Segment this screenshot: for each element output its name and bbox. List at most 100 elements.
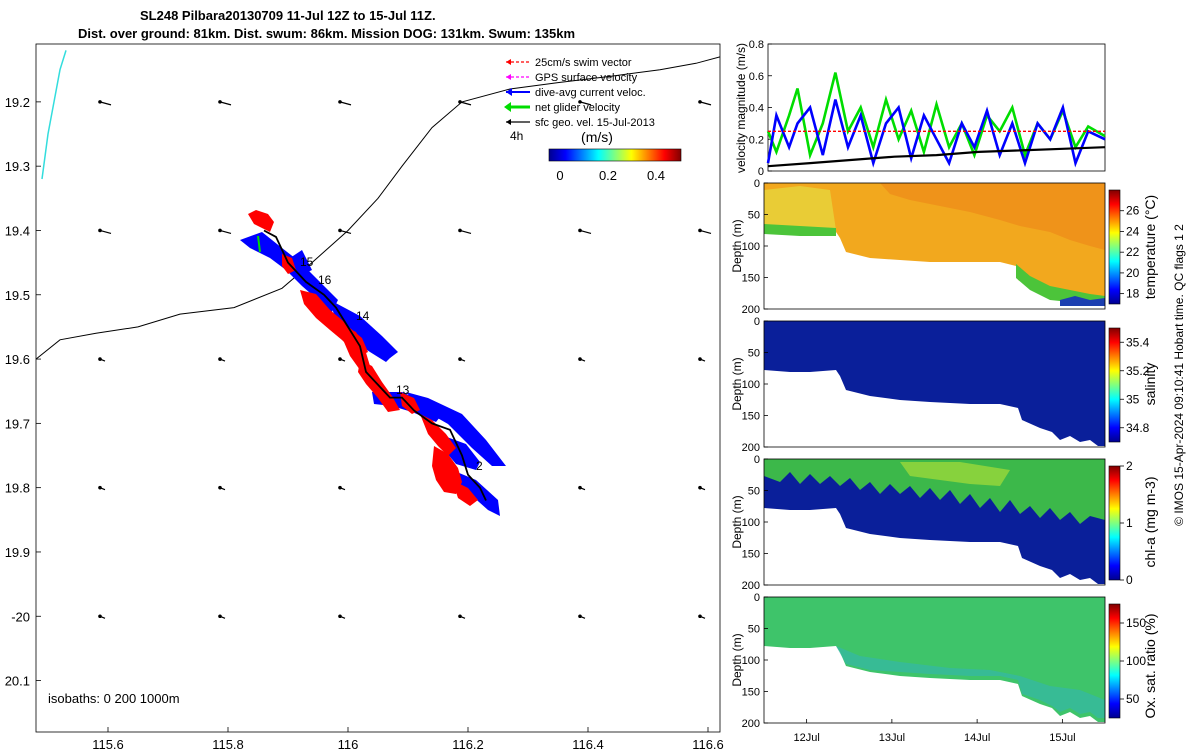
colorbar-gradient: [548, 148, 682, 162]
geo-velocity-arrowhead: [338, 100, 342, 104]
oxygen-field: [764, 597, 1105, 722]
depth-tick-label: 50: [748, 486, 760, 498]
oxygen-lower-layer: [836, 646, 1105, 718]
geo-velocity-arrowhead: [698, 357, 702, 361]
geo-velocity-arrowhead: [458, 357, 462, 361]
glider-track: [263, 229, 487, 501]
net-glider-velocity: [257, 235, 261, 253]
geostrophic-velocity-arrows: [98, 100, 712, 619]
depth-tick-label: 0: [754, 454, 760, 466]
geo-velocity-arrowhead: [218, 100, 222, 104]
geo-velocity-arrow: [219, 101, 232, 106]
chart-title-line2: Dist. over ground: 81km. Dist. swum: 86k…: [78, 26, 576, 41]
oxygen-cbar-label: Ox. sat. ratio (%): [1142, 613, 1158, 718]
isobath-line: [36, 56, 720, 360]
colorbar-tick-2: 0.4: [647, 168, 665, 183]
legend-label-geo: sfc geo. vel. 15-Jul-2013: [535, 117, 655, 129]
velocity-series: [766, 72, 1106, 168]
geo-velocity-arrowhead: [218, 357, 222, 361]
geo-velocity-arrow: [99, 101, 112, 106]
map-xtick-label: 116.6: [692, 737, 724, 750]
oxygen-axes: 0 50 100 150 200: [742, 592, 768, 730]
map-axes: 115.6 115.8 116 116.2 116.4 116.6 19.2 19.3 19.4…: [5, 95, 724, 750]
geo-velocity-arrowhead: [578, 357, 582, 361]
map-xtick-label: 116: [338, 737, 359, 750]
geo-velocity-arrow: [699, 101, 712, 106]
map-ytick-label: 19.5: [5, 288, 30, 303]
salinity-axes: 0 50 100 150 200: [742, 316, 768, 454]
depth-tick-label: 100: [742, 379, 760, 391]
map-xtick-label: 115.6: [92, 737, 124, 750]
oxygen-panel: 0 50 100 150 200 Depth (m) 50 100 150 Ox. sat.…: [730, 592, 1158, 744]
geo-velocity-arrowhead: [698, 228, 702, 233]
depth-tick-label: 0: [754, 178, 760, 190]
date-tick-label: 13Jul: [879, 732, 905, 744]
geo-velocity-arrowhead: [698, 614, 702, 619]
salinity-colorbar: [1108, 327, 1121, 443]
colorbar-title: (m/s): [581, 129, 613, 145]
salinity-ylabel: Depth (m): [730, 357, 744, 410]
salinity-cbar-label: salinity: [1142, 363, 1158, 406]
date-axis-ticks: 12Jul 13Jul 14Jul 15Jul: [793, 719, 1076, 744]
day-label-15: 15: [300, 255, 314, 269]
geo-velocity-arrowhead: [698, 100, 702, 104]
temperature-colorbar-ticks: 18 20 22 24 26: [1120, 204, 1140, 301]
geo-velocity-arrowhead: [98, 100, 102, 104]
colorbar-tick-label: 35.2: [1126, 364, 1150, 378]
map-ytick-label: -20: [11, 609, 30, 624]
colorbar-tick-label: 1: [1126, 516, 1133, 530]
legend-interval: 4h: [510, 129, 523, 143]
velocity-axes: 0 0.2 0.4 0.6 0.8: [749, 39, 772, 178]
chla-cbar-label: chl-a (mg m-3): [1142, 476, 1158, 567]
oxygen-ylabel: Depth (m): [730, 633, 744, 686]
colorbar-tick-label: 100: [1126, 654, 1146, 668]
map-xtick-label: 116.4: [572, 737, 604, 750]
depth-tick-label: 100: [742, 517, 760, 529]
colorbar-tick-label: 34.8: [1126, 421, 1150, 435]
temperature-yellow-band: [764, 186, 836, 230]
colorbar-tick-label: 150: [1126, 616, 1146, 630]
velocity-ytick-label: 0: [758, 166, 764, 178]
geo-velocity-arrow: [699, 229, 712, 235]
salinity-field: [764, 321, 1105, 446]
colorbar-tick-0: 0: [556, 168, 563, 183]
day-label-16: 16: [318, 273, 332, 287]
geo-velocity-arrowhead: [698, 485, 702, 490]
map-ytick-label: 19.6: [5, 352, 30, 367]
depth-tick-label: 100: [742, 241, 760, 253]
chla-panel: 0 50 100 150 200 Depth (m) 0 1 2 chl-a (mg m-3…: [730, 454, 1158, 592]
copyright-note: © IMOS 15-Apr-2024 09:10:41 Hobart time.…: [1172, 224, 1186, 526]
geo-velocity-arrowhead: [98, 485, 102, 490]
geo-velocity-arrowhead: [338, 228, 342, 233]
legend-label-swim: 25cm/s swim vector: [535, 57, 632, 69]
legend-arrow-current: [506, 88, 512, 96]
map-ytick-label: 20.1: [5, 674, 30, 689]
map-ytick-label: 19.9: [5, 545, 30, 560]
map-ytick-label: 19.8: [5, 481, 30, 496]
depth-tick-label: 100: [742, 655, 760, 667]
temperature-axes: 0 50 100 150 200: [742, 178, 768, 316]
geo-velocity-arrowhead: [338, 357, 342, 361]
salinity-panel: 0 50 100 150 200 Depth (m) 34.8 35 35.2 35.4 sa…: [730, 316, 1158, 454]
velocity-ylabel: velocity magnitude (m/s): [734, 43, 748, 173]
geo-velocity-arrowhead: [458, 614, 462, 619]
speed-colorbar: (m/s) 0 0.2 0.4: [548, 129, 682, 183]
velocity-panel: 0 0.2 0.4 0.6 0.8 velocity magnitude (m/s): [734, 39, 1106, 178]
velocity-ytick-label: 0.8: [749, 39, 764, 51]
chla-axes: 0 50 100 150 200: [742, 454, 768, 592]
map-legend: 25cm/s swim vector GPS surface velocity …: [504, 57, 655, 143]
geo-velocity-arrowhead: [458, 228, 462, 233]
velocity-ytick-label: 0.4: [749, 103, 764, 115]
oxygen-colorbar: [1108, 603, 1121, 719]
geo-velocity-arrowhead: [578, 485, 582, 490]
geo-velocity-arrowhead: [218, 614, 222, 619]
colorbar-tick-label: 35: [1126, 392, 1140, 406]
geo-velocity-arrow: [99, 229, 112, 235]
geo-velocity-arrowhead: [338, 485, 342, 490]
depth-tick-label: 200: [742, 718, 760, 730]
date-tick-label: 14Jul: [964, 732, 990, 744]
colorbar-tick-label: 22: [1126, 245, 1140, 259]
temperature-cbar-label: temperature (°C): [1142, 195, 1158, 299]
map-panel: 115.6 115.8 116 116.2 116.4 116.6 19.2 19.3 19.4…: [5, 43, 724, 750]
velocity-ytick-label: 0.2: [749, 134, 764, 146]
